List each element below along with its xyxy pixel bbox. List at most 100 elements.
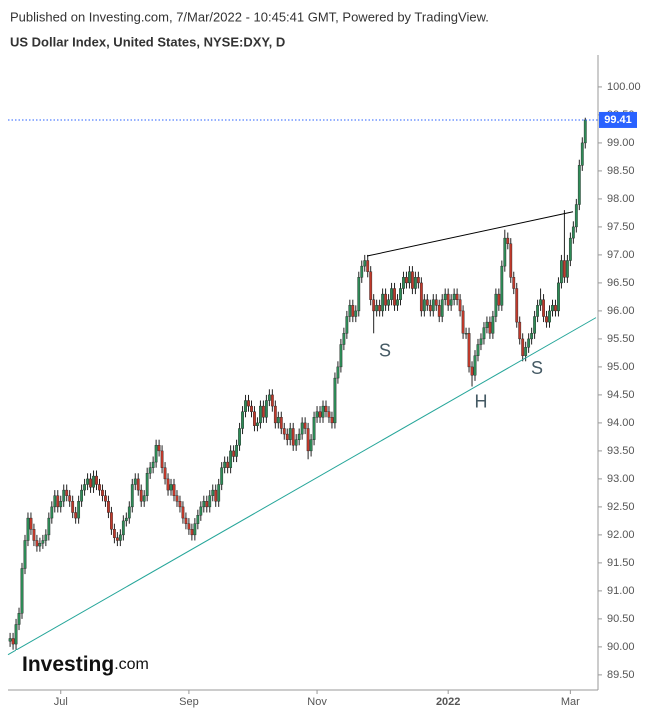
candle-body: [446, 293, 450, 306]
candle-body: [154, 445, 158, 463]
candle-body: [50, 506, 54, 519]
candle-body: [565, 260, 569, 278]
candle-body: [306, 428, 310, 452]
candle-body: [333, 377, 337, 424]
candle-body: [77, 501, 81, 519]
candle-body: [312, 417, 316, 440]
candle-body: [315, 411, 319, 418]
candle-body: [259, 405, 262, 424]
y-tick-label: 94.00: [607, 417, 635, 429]
candle-body: [512, 277, 516, 289]
candle-body: [26, 517, 30, 541]
candle-body: [509, 243, 513, 278]
candle-body: [467, 333, 471, 368]
candle-body: [402, 277, 405, 289]
candle-body: [112, 529, 116, 538]
candle-body: [536, 305, 539, 317]
candle-body: [548, 310, 551, 323]
candle-body: [208, 495, 212, 508]
candle-body: [285, 433, 289, 440]
candle-body: [62, 489, 66, 502]
candle-body: [175, 495, 179, 502]
candle-body: [369, 271, 373, 300]
candle-body: [44, 534, 48, 541]
candle-body: [360, 265, 364, 278]
candle-body: [324, 405, 328, 412]
candle-body: [396, 299, 399, 306]
candle-body: [145, 473, 149, 496]
candle-body: [378, 305, 382, 312]
candle-body: [83, 484, 86, 491]
candle-body: [476, 344, 480, 356]
y-tick-label: 97.00: [607, 249, 635, 261]
candle-body: [336, 366, 340, 379]
candle-body: [455, 293, 459, 300]
candle-body: [503, 237, 507, 267]
candle-body: [577, 165, 581, 205]
candle-body: [348, 305, 352, 317]
logo: Investing.com: [22, 653, 149, 676]
candle-body: [372, 299, 376, 312]
candle-body: [425, 299, 429, 306]
candle-body: [17, 613, 21, 625]
candle-body: [437, 305, 441, 317]
candle-body: [375, 305, 379, 312]
candle-body: [262, 405, 265, 418]
x-tick-label: Nov: [307, 696, 327, 708]
candle-body: [524, 347, 528, 356]
y-tick-label: 93.50: [607, 445, 635, 457]
candle-body: [130, 484, 134, 508]
candle-body: [470, 366, 474, 376]
candle-body: [497, 293, 501, 306]
candle-body: [297, 433, 301, 440]
candle-body: [110, 512, 113, 530]
candle-body: [193, 523, 197, 536]
candle-body: [214, 489, 218, 502]
candle-body: [500, 265, 504, 306]
candle-body: [384, 293, 387, 306]
candle-body: [583, 119, 587, 144]
trendline: [367, 211, 574, 257]
candle-body: [282, 428, 286, 435]
candle-body: [264, 400, 268, 418]
candle-body: [232, 450, 236, 457]
y-tick-label: 95.00: [607, 361, 635, 373]
candle-body: [449, 299, 453, 306]
candle-body: [521, 338, 525, 356]
candle-body: [229, 450, 233, 468]
candle-body: [205, 501, 209, 508]
candle-body: [247, 400, 250, 407]
x-tick-label: Mar: [561, 696, 580, 708]
candle-body: [542, 299, 545, 317]
candle-body: [267, 394, 271, 401]
y-tick-label: 96.50: [607, 277, 635, 289]
candle-body: [291, 428, 295, 446]
candle-body: [571, 226, 575, 239]
y-tick-label: 90.50: [607, 613, 635, 625]
candle-body: [202, 501, 206, 508]
candle-body: [354, 310, 358, 317]
candle-body: [515, 288, 519, 323]
y-tick-label: 92.00: [607, 529, 635, 541]
candle-body: [431, 299, 435, 312]
candle-body: [574, 204, 578, 228]
candle-body: [422, 299, 426, 312]
candle-body: [244, 400, 247, 412]
candle-body: [178, 501, 182, 508]
y-tick-label: 91.00: [607, 585, 635, 597]
candle-body: [41, 540, 45, 544]
candle-body: [107, 501, 110, 513]
candle-body: [482, 327, 486, 340]
candle-body: [142, 495, 146, 502]
candle-body: [47, 517, 51, 536]
x-tick-label: Sep: [179, 696, 199, 708]
candle-body: [217, 484, 221, 502]
logo-bg: [16, 650, 148, 680]
candle-body: [121, 520, 125, 536]
candle-body: [351, 305, 355, 317]
candle-body: [101, 489, 104, 496]
logo-brand: Investing: [22, 653, 114, 676]
candle-body: [557, 282, 560, 312]
logo-suffix: .com: [114, 656, 149, 673]
